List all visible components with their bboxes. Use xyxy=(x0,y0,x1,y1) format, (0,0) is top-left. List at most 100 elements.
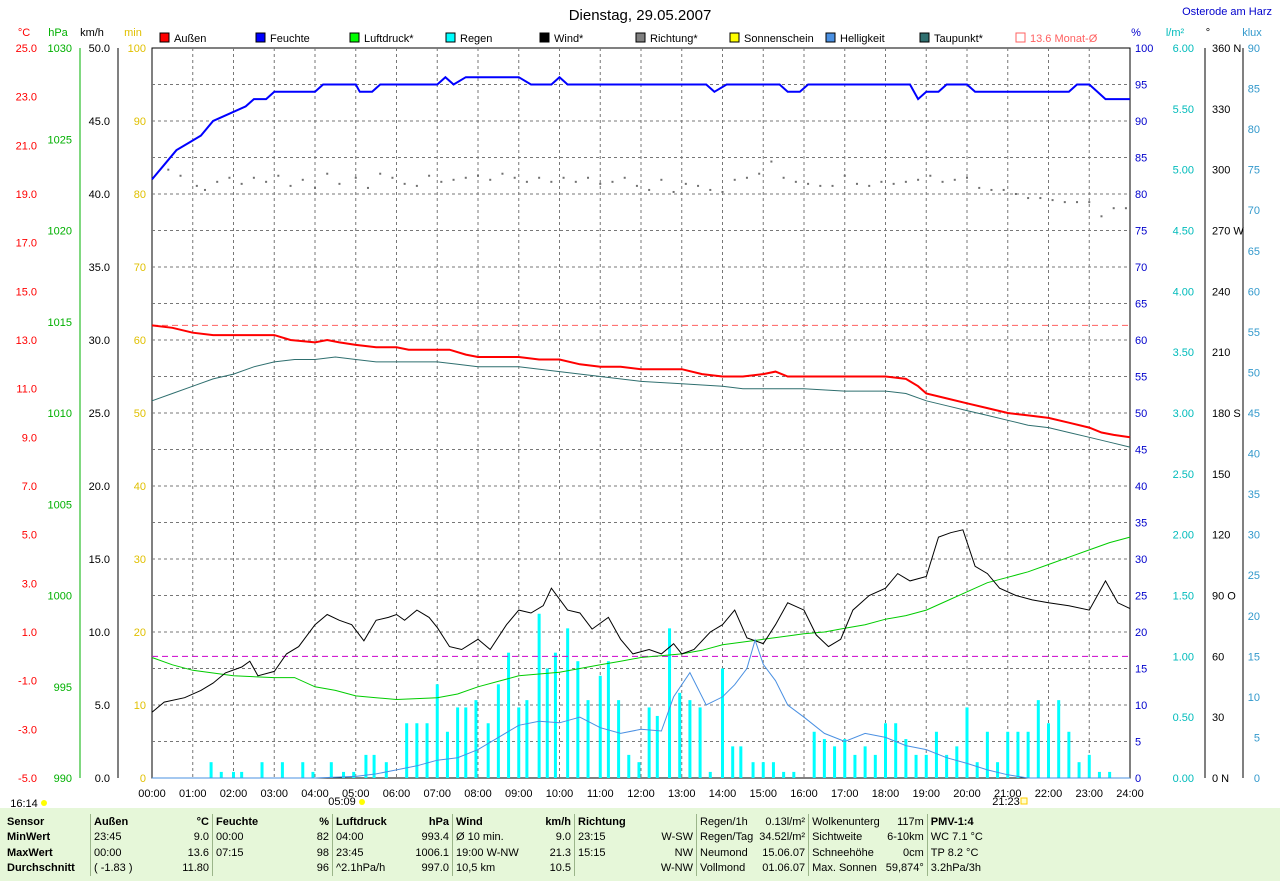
time-tick: 21:00 xyxy=(994,788,1022,800)
richtung-dot xyxy=(525,180,528,183)
sichtweite-value: 6-10km xyxy=(887,831,924,844)
rain-bar xyxy=(617,700,621,778)
richtung-dot xyxy=(635,184,638,187)
feuchte-avg-note xyxy=(212,860,283,876)
richtung-dot xyxy=(501,172,504,175)
rain-bar xyxy=(606,661,610,778)
sunset-label: 21:23 xyxy=(992,796,1020,808)
rain-bar xyxy=(415,723,419,778)
rain-bar xyxy=(1108,771,1112,778)
richtung-dot xyxy=(1051,199,1054,202)
temp-tick: 15.0 xyxy=(16,286,37,298)
lux-tick: 25 xyxy=(1248,570,1260,582)
direction-unit: ° xyxy=(1206,27,1210,39)
rain-bar xyxy=(955,746,959,778)
sichtweite-label: Sichtweite xyxy=(808,829,883,845)
rain-bar xyxy=(739,746,743,778)
rain-bar xyxy=(771,762,775,778)
legend-swatch xyxy=(255,32,266,43)
rain-bar xyxy=(761,762,765,778)
richtung-dot xyxy=(252,176,255,179)
sun-tick: 80 xyxy=(134,189,146,201)
sun-tick: 70 xyxy=(134,262,146,274)
richtung-dot xyxy=(195,184,198,187)
richtung-dot xyxy=(843,174,846,177)
rain-bar xyxy=(894,723,898,778)
richtung-dot xyxy=(599,182,602,185)
pressure-unit: hPa xyxy=(48,27,68,39)
luftdruck-unit: hPa xyxy=(428,815,449,828)
time-tick: 11:00 xyxy=(587,788,614,800)
time-tick: 03:00 xyxy=(260,788,288,800)
time-tick: 13:00 xyxy=(668,788,696,800)
rain-bar xyxy=(507,652,511,778)
humidity-tick: 60 xyxy=(1135,335,1147,347)
richtung-dot xyxy=(167,168,170,171)
aussen-max-value: 13.6 xyxy=(187,846,209,859)
direction-tick: 300 xyxy=(1212,165,1230,177)
direction-tick: 360 N xyxy=(1212,43,1241,55)
richtung-dot xyxy=(301,178,304,181)
rain-tick: 1.50 xyxy=(1173,591,1194,603)
sensor-header: Sensor xyxy=(7,815,45,828)
weather-chart: Dienstag, 29.05.2007 Osterode am Harz Au… xyxy=(10,6,1272,808)
wind-min-label: Ø 10 min. xyxy=(452,829,523,845)
rain-bar xyxy=(934,731,938,778)
richtung-max-value: NW xyxy=(674,846,693,859)
richtung-dot xyxy=(892,182,895,185)
humidity-tick: 55 xyxy=(1135,372,1147,384)
lux-tick: 85 xyxy=(1248,84,1260,96)
pressure-tick: 1005 xyxy=(48,499,72,511)
richtung-dot xyxy=(1014,193,1017,195)
vollmond-label: Vollmond xyxy=(696,860,757,876)
temp-tick: -3.0 xyxy=(18,724,37,736)
direction-tick: 30 xyxy=(1212,712,1224,724)
legend: Außen Feuchte Luftdruck* Regen Wind* Richtung… xyxy=(159,32,1098,45)
rain-bar xyxy=(996,762,1000,778)
richtung-dot xyxy=(1039,197,1042,200)
rain-bar xyxy=(576,661,580,778)
aussen-header: Außen xyxy=(90,814,161,830)
sun-tick: 60 xyxy=(134,335,146,347)
richtung-dot xyxy=(807,182,810,185)
rain-bar xyxy=(708,771,712,778)
richtung-dot xyxy=(277,174,280,177)
rain-bar xyxy=(586,700,590,778)
summary-table: Sensor Außen °C Feuchte % Luftdruck hPa … xyxy=(4,814,986,876)
pmv-tp: TP 8.2 °C xyxy=(926,845,986,861)
rain-bar xyxy=(965,707,969,778)
time-tick: 20:00 xyxy=(953,788,981,800)
wind-line xyxy=(151,529,1131,713)
rain-tick: 0.50 xyxy=(1173,712,1194,724)
auen-line xyxy=(151,324,1131,439)
richtung-dot xyxy=(550,180,553,183)
richtung-dot xyxy=(880,180,883,183)
aussen-min-time: 23:45 xyxy=(90,829,161,845)
direction-tick: 240 xyxy=(1212,286,1230,298)
left-time-label: 16:14 xyxy=(10,798,38,808)
lux-tick: 30 xyxy=(1248,530,1260,542)
wolken-value: 117m xyxy=(897,815,924,828)
direction-tick: 270 W xyxy=(1212,226,1244,238)
wind-tick: 10.0 xyxy=(89,627,110,639)
wolken-label: Wolkenunterg xyxy=(808,814,883,830)
lux-tick: 0 xyxy=(1254,773,1260,785)
wind-tick: 40.0 xyxy=(89,189,110,201)
rain-bar xyxy=(721,668,724,778)
rain-bar xyxy=(853,754,857,778)
richtung-dot xyxy=(794,180,797,183)
time-tick: 07:00 xyxy=(423,788,451,800)
aussen-min-value: 9.0 xyxy=(193,831,209,844)
richtung-dot xyxy=(240,182,243,185)
lux-tick: 20 xyxy=(1248,611,1260,623)
direction-tick: 120 xyxy=(1212,530,1230,542)
regen-1h-value: 0.13l/m² xyxy=(765,815,806,828)
rain-tick: 2.50 xyxy=(1173,469,1194,481)
richtung-dot xyxy=(452,178,455,181)
rain-tick: 3.00 xyxy=(1173,408,1194,420)
rain-bar xyxy=(985,731,989,778)
feuchte-min-value: 82 xyxy=(316,831,329,844)
schneehoehe-label: Schneehöhe xyxy=(808,845,883,861)
rain-bar xyxy=(688,700,692,778)
rain-bar xyxy=(598,675,602,778)
